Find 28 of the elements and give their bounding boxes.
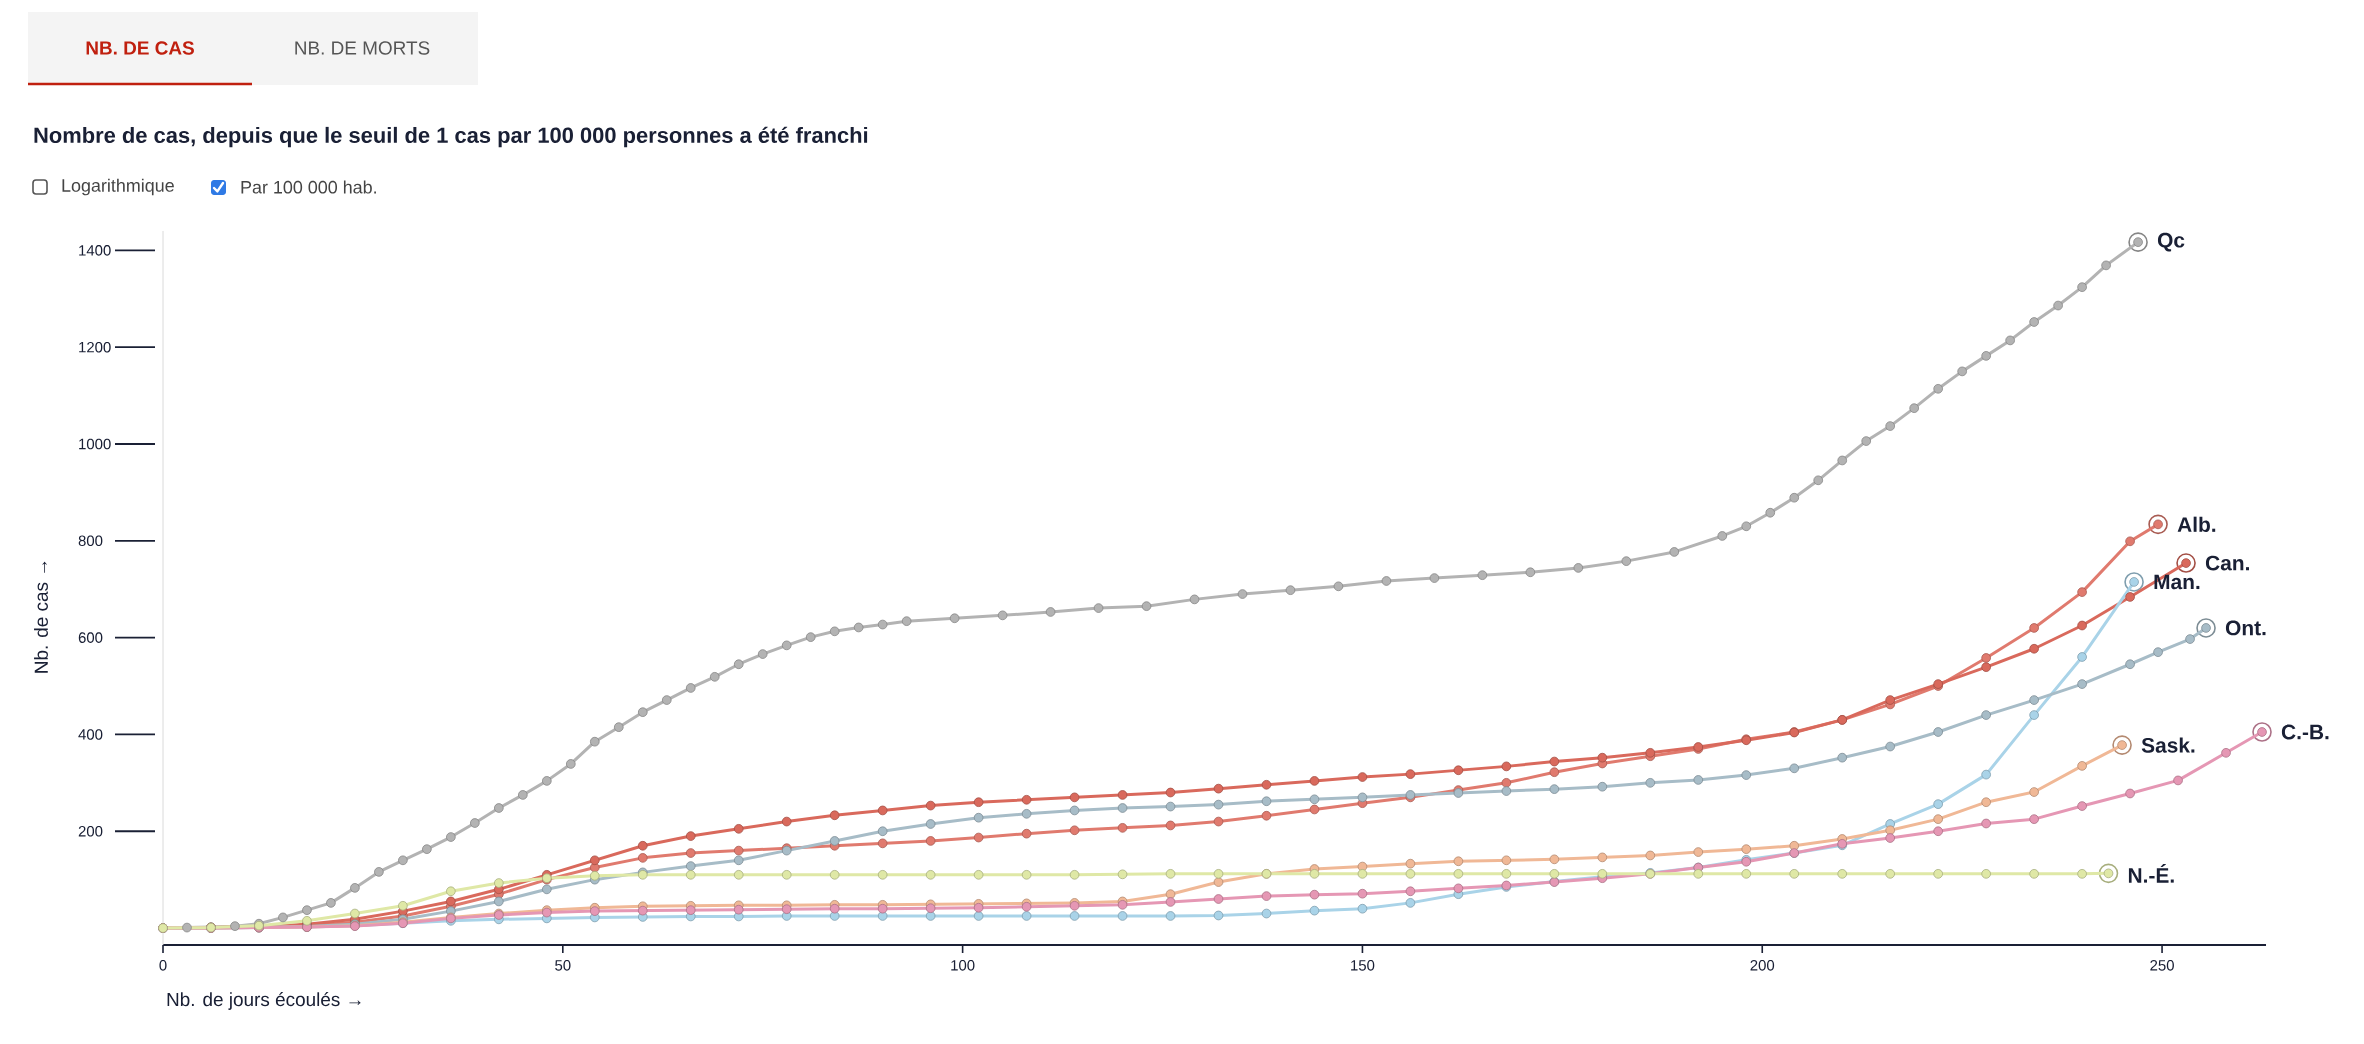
text: NB. DE CAS: [86, 41, 194, 55]
series-label: Ont.: [2225, 620, 2266, 636]
y-tick-label: 600: [78, 632, 103, 643]
x-tick-label: 250: [2150, 960, 2174, 971]
x-tick-label: 100: [951, 960, 975, 971]
x-tick-label: 0: [159, 960, 167, 971]
series-label: N.-É.: [2128, 864, 2174, 883]
y-tick-label: 400: [78, 729, 103, 740]
x-tick-label: 150: [1351, 960, 1375, 971]
x-axis-title: Nb. de jours écoulés →: [167, 992, 361, 1010]
y-tick-label: 1400: [79, 245, 111, 256]
chart-title: Nombre de cas, depuis que le seuil de 1 cas par 100 000 personnes a été franchi: [34, 126, 868, 148]
series-label: Sask.: [2141, 737, 2195, 753]
series-label: Qc: [2157, 232, 2185, 252]
y-tick-label: 1200: [79, 341, 111, 353]
series-label: Man.: [2154, 574, 2200, 590]
y-tick-label: 800: [78, 535, 103, 547]
y-tick-label: 1000: [79, 438, 111, 450]
y-tick-label: 200: [78, 825, 103, 837]
x-tick-label: 50: [555, 960, 571, 971]
series-label: Can.: [2205, 555, 2249, 571]
x-tick-label: 200: [1750, 960, 1775, 971]
text: NB. DE MORTS: [295, 41, 430, 55]
text: Par 100 000 hab.: [241, 180, 376, 194]
y-axis-title: Nb. de cas →: [34, 561, 48, 673]
text: Logarithmique: [62, 178, 174, 196]
series-label: C.-B.: [2281, 724, 2329, 740]
series-label: Alb.: [2177, 516, 2216, 533]
